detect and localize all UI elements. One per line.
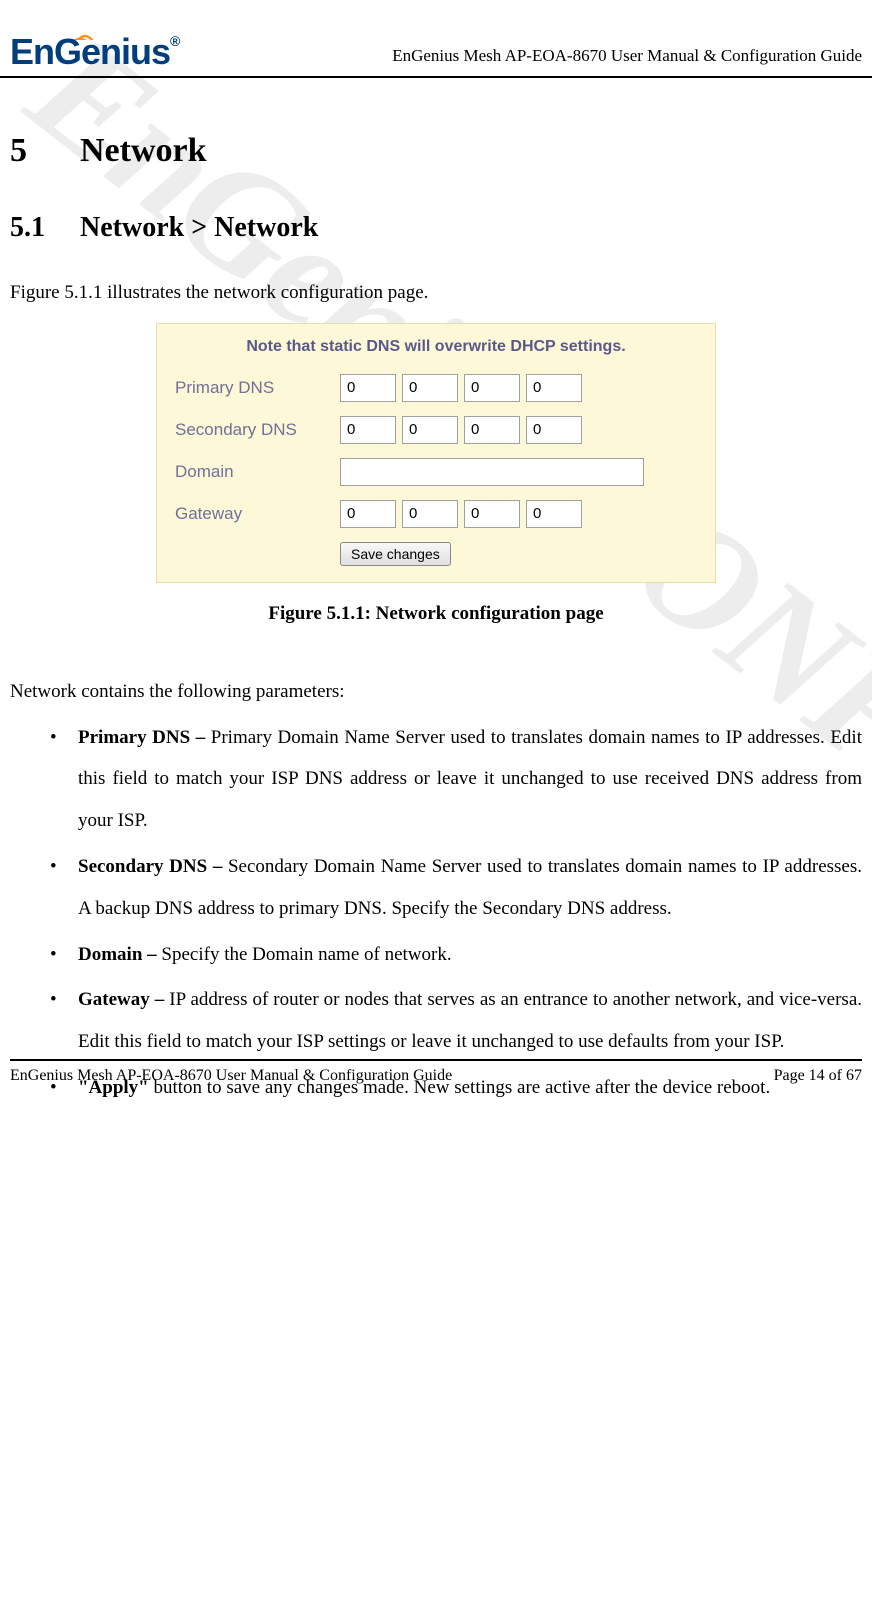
label-domain: Domain xyxy=(175,462,340,482)
header-doc-title: EnGenius Mesh AP-EOA-8670 User Manual & … xyxy=(392,46,862,66)
figure-caption: Figure 5.1.1: Network configuration page xyxy=(10,603,862,625)
list-item: Domain – Specify the Domain name of netw… xyxy=(50,934,862,976)
secondary-dns-octet-2[interactable] xyxy=(402,416,458,444)
row-secondary-dns: Secondary DNS xyxy=(175,416,697,444)
secondary-dns-octet-3[interactable] xyxy=(464,416,520,444)
params-intro: Network contains the following parameter… xyxy=(10,681,862,703)
section-heading: 5.1Network > Network xyxy=(10,212,862,244)
gateway-octet-3[interactable] xyxy=(464,500,520,528)
label-secondary-dns: Secondary DNS xyxy=(175,420,340,440)
primary-dns-octet-3[interactable] xyxy=(464,374,520,402)
primary-dns-octet-2[interactable] xyxy=(402,374,458,402)
secondary-dns-octet-1[interactable] xyxy=(340,416,396,444)
gateway-octet-2[interactable] xyxy=(402,500,458,528)
primary-dns-octet-4[interactable] xyxy=(526,374,582,402)
intro-paragraph: Figure 5.1.1 illustrates the network con… xyxy=(10,280,862,307)
save-changes-button[interactable]: Save changes xyxy=(340,542,451,566)
list-item: Secondary DNS – Secondary Domain Name Se… xyxy=(50,846,862,930)
domain-input[interactable] xyxy=(340,458,644,486)
page-header: EnGenius® EnGenius Mesh AP-EOA-8670 User… xyxy=(0,0,872,78)
logo: EnGenius® xyxy=(10,30,179,70)
figure-network-config: Note that static DNS will overwrite DHCP… xyxy=(156,323,716,583)
footer-left: EnGenius Mesh AP-EOA-8670 User Manual & … xyxy=(10,1067,452,1085)
chapter-heading: 5Network xyxy=(10,132,862,170)
list-item: Primary DNS – Primary Domain Name Server… xyxy=(50,717,862,842)
gateway-octet-4[interactable] xyxy=(526,500,582,528)
row-primary-dns: Primary DNS xyxy=(175,374,697,402)
params-list: Primary DNS – Primary Domain Name Server… xyxy=(10,717,862,1109)
row-gateway: Gateway xyxy=(175,500,697,528)
logo-text: EnGenius® xyxy=(10,34,179,70)
row-domain: Domain xyxy=(175,458,697,486)
page-footer: EnGenius Mesh AP-EOA-8670 User Manual & … xyxy=(10,1059,862,1085)
gateway-octet-1[interactable] xyxy=(340,500,396,528)
figure-note: Note that static DNS will overwrite DHCP… xyxy=(175,338,697,356)
secondary-dns-octet-4[interactable] xyxy=(526,416,582,444)
label-gateway: Gateway xyxy=(175,504,340,524)
footer-right: Page 14 of 67 xyxy=(774,1067,862,1085)
primary-dns-octet-1[interactable] xyxy=(340,374,396,402)
label-primary-dns: Primary DNS xyxy=(175,378,340,398)
list-item: Gateway – IP address of router or nodes … xyxy=(50,979,862,1063)
